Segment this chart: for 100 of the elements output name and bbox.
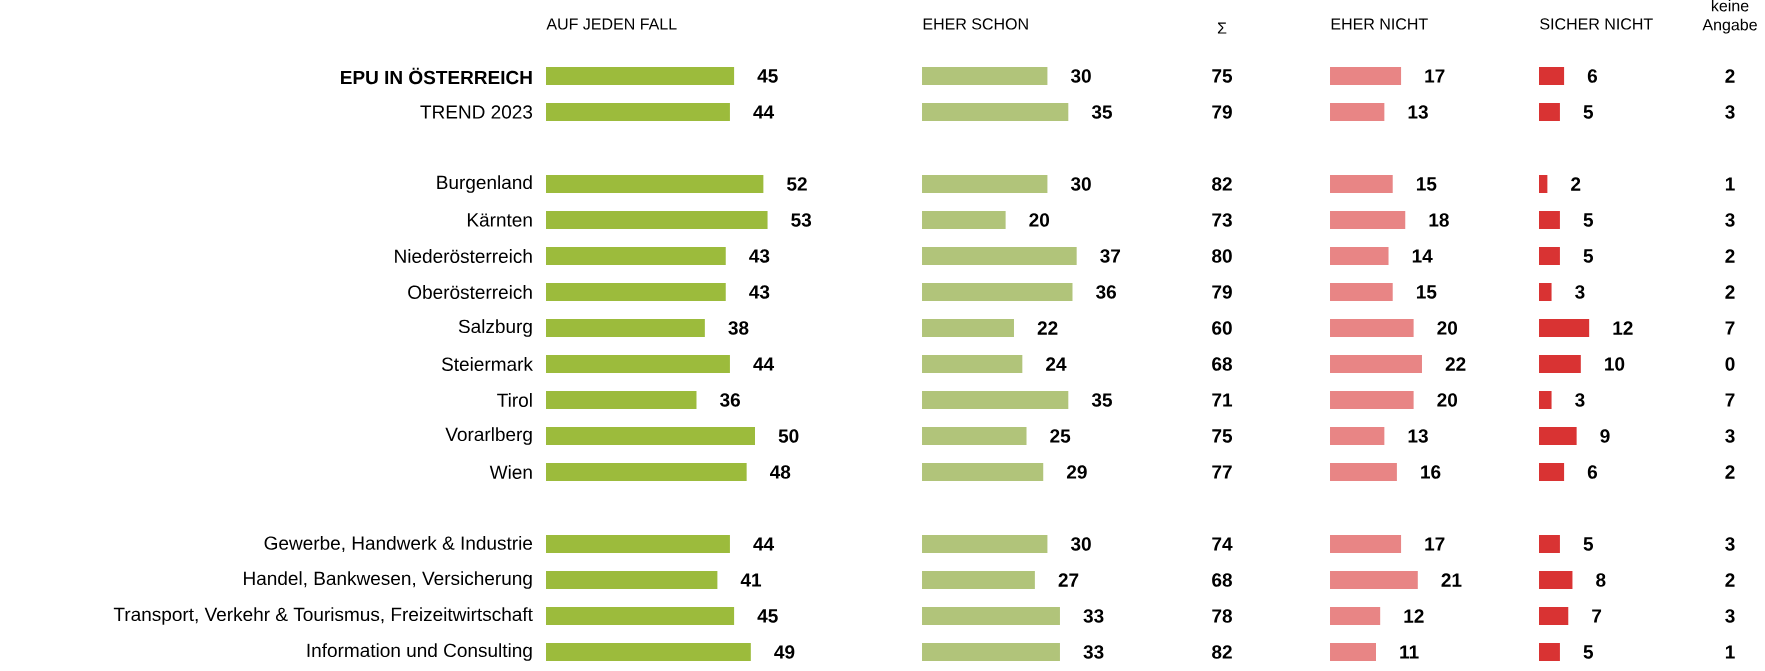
chart-title: SICHER NICHT [1540,18,1653,30]
data-label: 5 [1583,213,1594,227]
data-label: 29 [1066,465,1087,479]
data-label: 37 [1100,249,1121,263]
bar [1330,427,1385,446]
data-label: 22 [1037,321,1058,335]
data-label: 7 [1725,393,1735,407]
data-label: 75 [1212,69,1233,83]
data-label: 6 [1587,465,1598,479]
bar [922,391,1069,410]
data-label: 2 [1725,69,1735,83]
bar [546,427,755,446]
data-label: 82 [1212,645,1232,659]
data-label: 49 [774,645,795,659]
data-label: 15 [1416,177,1437,191]
data-label: 14 [1412,249,1433,263]
bar [922,211,1006,230]
y-tick-label: Vorarlberg [445,427,532,445]
bar [546,319,705,338]
data-label: 44 [753,357,775,371]
bar [546,247,726,266]
y-tick-label: TREND 2023 [420,105,533,119]
bar [1539,67,1565,85]
bar [1330,355,1422,374]
y-tick-label: Transport, Verkehr & Tourismus, Freizeitwirtschaft [113,607,533,625]
bar [546,103,730,122]
data-label: 12 [1404,609,1424,623]
data-label: 44 [753,537,775,551]
y-tick-label: Handel, Bankwesen, Versicherung [244,571,532,589]
data-label: 73 [1212,213,1232,227]
bar [1539,283,1552,301]
bar [922,535,1048,554]
bar [1330,175,1393,194]
data-label: 16 [1421,465,1441,479]
y-tick-label: Niederösterreich [395,249,532,263]
data-label: 17 [1425,69,1445,83]
data-label: 35 [1091,393,1112,407]
bar [546,391,697,410]
data-label: 0 [1725,357,1735,371]
bar [546,607,735,626]
bar [1539,103,1560,122]
data-label: 3 [1725,213,1735,227]
bar [922,571,1035,590]
data-label: 35 [1091,105,1112,119]
bar [546,211,768,230]
chart-title: AUF JEDEN FALL [546,18,677,30]
bar [546,643,751,662]
data-label: 80 [1212,249,1232,263]
data-label: 24 [1046,357,1067,371]
bar [546,571,718,590]
bar [922,607,1060,626]
data-label: 33 [1083,609,1104,623]
data-label: 27 [1058,573,1079,587]
data-label: 5 [1583,249,1594,263]
data-label: 33 [1083,645,1104,659]
bar [546,67,735,85]
data-label: 2 [1725,573,1735,587]
bar [1539,211,1560,230]
data-label: 71 [1212,393,1233,407]
data-label: 36 [1096,285,1117,299]
data-label: 3 [1725,609,1735,623]
data-label: 2 [1725,465,1735,479]
data-label: 30 [1070,177,1091,191]
data-label: 75 [1212,429,1233,443]
data-label: 11 [1400,645,1419,659]
text: keine Angabe [1702,0,1757,34]
data-label: 53 [791,213,812,227]
data-label: 12 [1613,321,1633,335]
data-label: 3 [1725,429,1735,443]
data-label: 52 [787,177,807,191]
data-label: 3 [1725,105,1735,119]
bar [546,283,726,301]
data-label: 20 [1029,213,1050,227]
bar [1330,571,1418,590]
bar [1330,643,1376,662]
bar [1539,247,1560,266]
y-tick-label: Gewerbe, Handwerk & Industrie [264,535,533,553]
y-tick-label: EPU IN ÖSTERREICH [341,67,532,85]
bar [546,175,764,194]
data-label: 1 [1725,177,1735,191]
bar [1539,607,1569,626]
data-label: 2 [1725,285,1735,299]
data-label: 17 [1425,537,1445,551]
data-label: 78 [1212,609,1232,623]
y-tick-label: Information und Consulting [307,643,532,661]
data-label: 45 [757,69,778,83]
bar [1330,283,1393,301]
data-label: 9 [1600,429,1610,443]
bar [1330,607,1381,626]
data-label: 1 [1725,645,1735,659]
data-label: 44 [753,105,775,119]
y-tick-label: Steiermark [441,357,533,371]
bar [922,355,1023,374]
data-label: 30 [1070,69,1091,83]
data-label: 79 [1212,285,1232,299]
bar [1539,355,1581,374]
data-label: 68 [1212,573,1232,587]
data-label: 68 [1212,357,1232,371]
bar [1330,67,1402,85]
bar [1539,643,1560,662]
